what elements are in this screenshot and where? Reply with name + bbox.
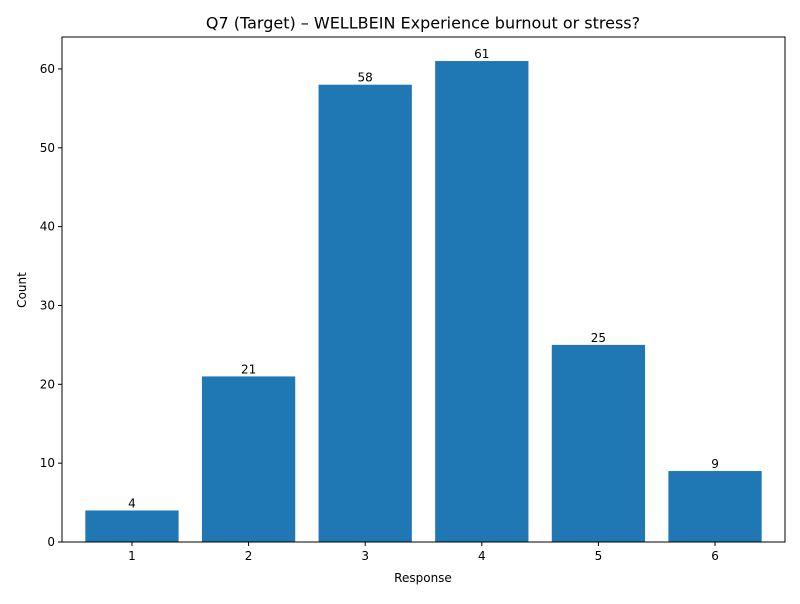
y-axis-label: Count bbox=[15, 272, 29, 308]
x-tick-label-3: 3 bbox=[361, 549, 369, 563]
bar-3 bbox=[318, 84, 412, 542]
bar-1 bbox=[85, 510, 179, 542]
x-tick-label-2: 2 bbox=[245, 549, 253, 563]
y-tick-label-40: 40 bbox=[40, 220, 55, 234]
y-tick-label-30: 30 bbox=[40, 298, 55, 312]
y-tick-label-10: 10 bbox=[40, 456, 55, 470]
x-tick-label-5: 5 bbox=[595, 549, 603, 563]
data-label-4: 61 bbox=[474, 47, 489, 61]
bar-4 bbox=[435, 61, 529, 543]
x-axis-label: Response bbox=[394, 571, 452, 585]
axes-frame bbox=[61, 36, 786, 543]
y-tick-label-0: 0 bbox=[47, 535, 55, 549]
chart-title: Q7 (Target) – WELLBEIN Experience burnou… bbox=[206, 14, 640, 33]
data-label-6: 9 bbox=[711, 457, 719, 471]
data-label-2: 21 bbox=[241, 362, 256, 376]
data-label-3: 58 bbox=[358, 71, 373, 85]
y-tick-label-50: 50 bbox=[40, 141, 55, 155]
y-tick-label-60: 60 bbox=[40, 62, 55, 76]
bar-6 bbox=[668, 471, 762, 542]
data-label-5: 25 bbox=[591, 331, 606, 345]
y-tick-label-20: 20 bbox=[40, 377, 55, 391]
data-label-1: 4 bbox=[128, 496, 136, 510]
bar-2 bbox=[201, 376, 296, 542]
x-tick-label-1: 1 bbox=[128, 549, 136, 563]
x-tick-label-4: 4 bbox=[478, 549, 486, 563]
bar-5 bbox=[551, 344, 646, 542]
x-tick-label-6: 6 bbox=[711, 549, 719, 563]
